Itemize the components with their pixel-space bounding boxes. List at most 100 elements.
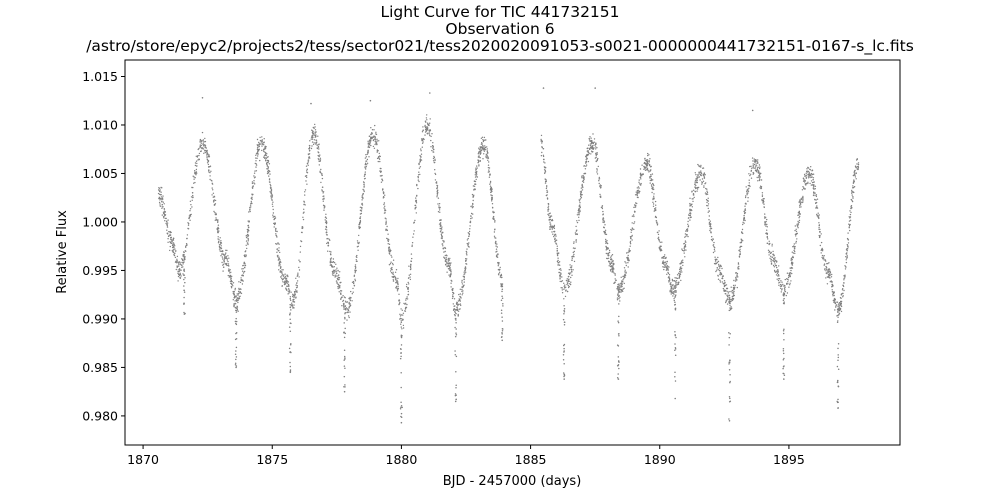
- data-point: [670, 285, 672, 287]
- data-point: [206, 158, 208, 161]
- data-point: [478, 160, 480, 163]
- data-point: [598, 182, 600, 185]
- data-point: [384, 210, 386, 212]
- data-point: [340, 296, 343, 299]
- dip-point: [563, 373, 566, 376]
- data-point: [813, 187, 815, 190]
- data-point: [304, 189, 307, 191]
- data-point: [440, 233, 442, 236]
- data-point: [369, 142, 371, 144]
- dip-point: [343, 308, 345, 310]
- data-point: [330, 261, 332, 263]
- data-point: [280, 271, 282, 273]
- data-point: [610, 262, 612, 264]
- data-point: [692, 198, 694, 200]
- data-point: [800, 201, 802, 203]
- dip-point: [400, 401, 402, 403]
- data-point: [596, 169, 598, 171]
- data-point: [796, 223, 798, 225]
- data-point: [263, 142, 265, 144]
- data-point: [733, 279, 735, 282]
- data-point: [680, 262, 683, 264]
- data-point: [328, 238, 330, 240]
- data-point: [410, 264, 412, 266]
- data-point: [733, 287, 735, 290]
- data-point: [691, 209, 693, 212]
- data-point: [617, 291, 620, 293]
- data-point: [171, 240, 173, 242]
- data-point: [774, 270, 776, 273]
- data-point: [177, 275, 180, 278]
- data-point: [618, 291, 621, 293]
- data-point: [333, 271, 336, 273]
- data-point: [837, 307, 839, 309]
- data-point: [483, 147, 486, 150]
- dip-point: [455, 309, 457, 311]
- data-point: [564, 287, 566, 289]
- data-point: [763, 203, 765, 205]
- data-point: [578, 207, 580, 210]
- data-point: [837, 316, 839, 318]
- data-point: [593, 141, 595, 143]
- data-point: [719, 264, 722, 267]
- data-point: [764, 221, 766, 223]
- data-point: [709, 228, 712, 230]
- data-point: [265, 157, 267, 159]
- data-point: [426, 126, 428, 128]
- data-point: [576, 220, 578, 222]
- data-point: [414, 204, 416, 207]
- data-point: [609, 263, 611, 266]
- data-point: [415, 195, 418, 197]
- data-point: [280, 276, 282, 278]
- data-point: [479, 160, 481, 162]
- data-point: [633, 206, 635, 209]
- data-point: [293, 291, 296, 293]
- data-point: [809, 176, 811, 179]
- data-point: [482, 144, 484, 147]
- data-point: [233, 297, 235, 299]
- data-point: [368, 146, 371, 149]
- dip-point: [454, 394, 457, 397]
- data-point: [305, 175, 307, 177]
- data-point: [848, 220, 851, 222]
- data-point: [300, 240, 303, 243]
- data-point: [359, 217, 361, 220]
- data-point: [732, 284, 735, 287]
- data-point: [245, 235, 247, 237]
- data-point: [161, 204, 163, 206]
- data-point: [769, 257, 771, 259]
- data-point: [302, 212, 305, 214]
- data-point: [794, 252, 796, 255]
- data-point: [294, 292, 296, 294]
- data-point: [607, 252, 609, 254]
- data-point: [163, 212, 165, 215]
- data-point: [849, 223, 851, 226]
- data-point: [723, 280, 726, 282]
- data-point: [175, 260, 177, 262]
- data-point: [847, 239, 850, 241]
- data-point: [292, 301, 294, 303]
- data-point: [486, 146, 488, 148]
- data-point: [166, 229, 168, 231]
- data-point: [651, 187, 653, 190]
- dip-point: [728, 344, 730, 346]
- data-point: [543, 169, 546, 171]
- data-point: [182, 259, 184, 262]
- data-point: [174, 245, 176, 247]
- data-point: [261, 140, 263, 143]
- data-point: [186, 237, 188, 240]
- data-point: [232, 290, 234, 293]
- dip-point: [234, 353, 237, 356]
- data-point: [771, 243, 773, 245]
- data-point: [475, 172, 478, 175]
- dip-point: [234, 362, 237, 365]
- data-point: [209, 165, 212, 167]
- dip-minimum-point: [501, 339, 504, 342]
- data-point: [735, 276, 737, 279]
- data-point: [396, 288, 398, 290]
- data-point: [596, 152, 598, 154]
- dip-point: [235, 346, 238, 349]
- data-point: [370, 133, 372, 136]
- data-point: [278, 247, 280, 249]
- data-point: [732, 294, 735, 296]
